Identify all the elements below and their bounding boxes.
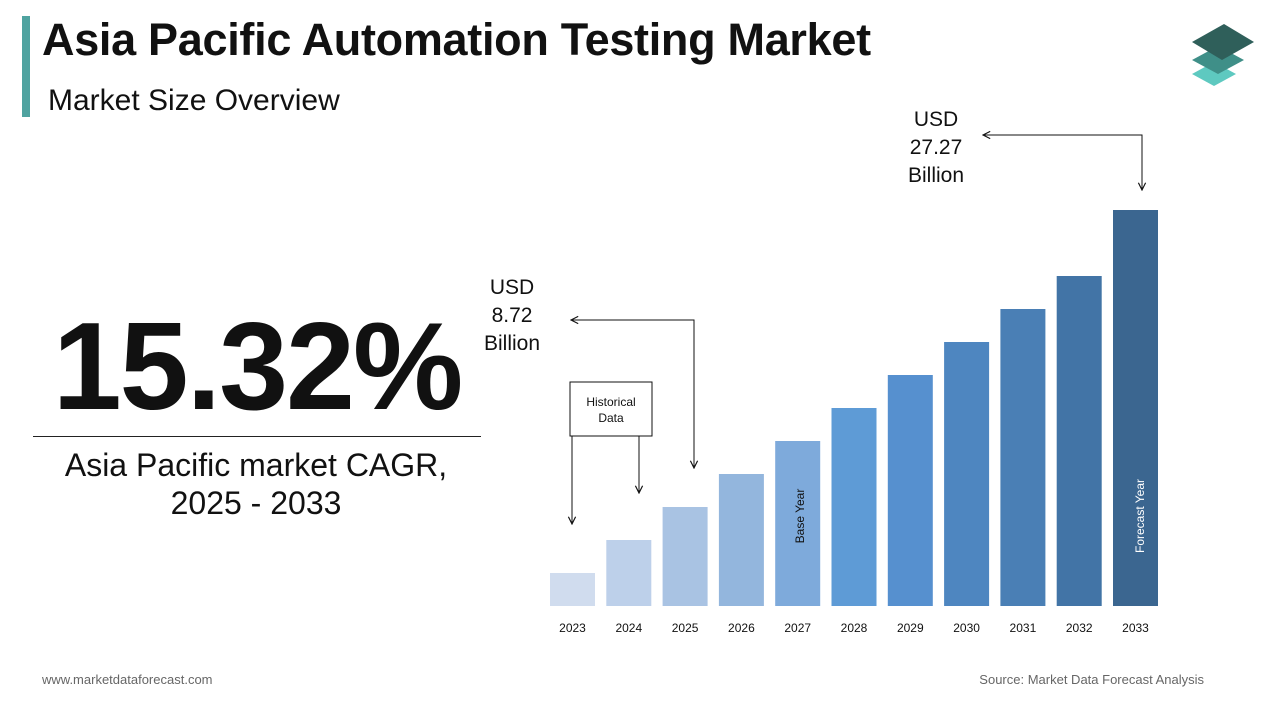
x-tick-label-2031: 2031 (1010, 621, 1037, 635)
page-subtitle: Market Size Overview (48, 84, 340, 117)
logo-layer-top (1192, 24, 1254, 60)
cagr-value: 15.32% (52, 298, 464, 436)
x-tick-label-2024: 2024 (615, 621, 642, 635)
cagr-label: Asia Pacific market CAGR, 2025 - 2033 (32, 446, 480, 522)
x-tick-label-2029: 2029 (897, 621, 924, 635)
end-value-annotation: USD 27.27 Billion (908, 108, 1142, 190)
source-note: Source: Market Data Forecast Analysis (979, 672, 1204, 687)
start-value-line3: Billion (484, 332, 540, 355)
end-value-connector (983, 135, 1142, 190)
cagr-divider (33, 436, 481, 437)
bar-2027 (775, 441, 821, 606)
bar-2033 (1113, 210, 1158, 606)
end-value-line2: 27.27 (910, 136, 963, 159)
cagr-label-line2: 2025 - 2033 (170, 485, 342, 521)
x-tick-label-2023: 2023 (559, 621, 586, 635)
bar-2025 (662, 507, 708, 606)
start-value-line1: USD (490, 276, 534, 299)
website-link[interactable]: www.marketdataforecast.com (42, 672, 213, 687)
bar-2023 (550, 573, 595, 606)
start-value-annotation: USD 8.72 Billion (484, 276, 694, 468)
historical-data-label-line2: Data (598, 411, 624, 425)
forecast-year-label: Forecast Year (1133, 479, 1147, 553)
historical-data-label-line1: Historical (586, 395, 635, 409)
base-year-label: Base Year (793, 489, 807, 544)
x-tick-label-2027: 2027 (784, 621, 811, 635)
x-tick-label-2026: 2026 (728, 621, 755, 635)
bar-2029 (887, 375, 933, 606)
start-value-connector (571, 320, 694, 468)
title-accent-bar (22, 16, 30, 117)
bar-2028 (831, 408, 877, 606)
bar-2032 (1056, 276, 1102, 606)
x-tick-label-2033: 2033 (1122, 621, 1149, 635)
x-tick-label-2028: 2028 (841, 621, 868, 635)
cagr-label-line1: Asia Pacific market CAGR, (64, 447, 448, 483)
page-title: Asia Pacific Automation Testing Market (42, 14, 871, 65)
bar-2024 (606, 540, 652, 606)
end-value-line3: Billion (908, 164, 964, 187)
stacked-layers-icon (1192, 24, 1254, 86)
start-value-line2: 8.72 (492, 304, 533, 327)
bar-2030 (944, 342, 990, 606)
end-value-line1: USD (914, 108, 958, 131)
x-tick-label-2025: 2025 (672, 621, 699, 635)
historical-data-annotation: Historical Data (569, 381, 653, 524)
historical-data-box (569, 381, 653, 437)
bar-2031 (1000, 309, 1046, 606)
x-tick-label-2030: 2030 (953, 621, 980, 635)
x-tick-label-2032: 2032 (1066, 621, 1093, 635)
bar-2026 (718, 474, 764, 606)
